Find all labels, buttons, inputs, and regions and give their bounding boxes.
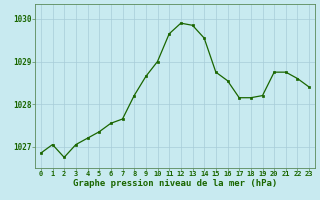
X-axis label: Graphe pression niveau de la mer (hPa): Graphe pression niveau de la mer (hPa) — [73, 179, 277, 188]
